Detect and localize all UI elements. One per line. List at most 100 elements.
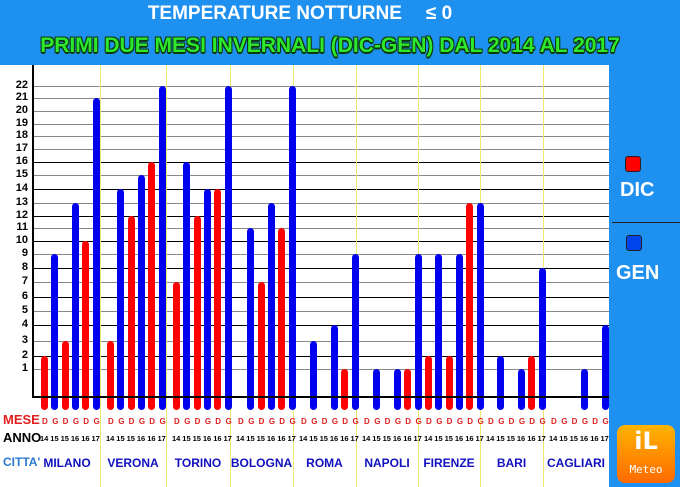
year-label: 16 bbox=[147, 434, 156, 443]
year-label: 15 bbox=[569, 434, 578, 443]
year-label: 16 bbox=[392, 434, 402, 443]
year-label: 17 bbox=[600, 434, 609, 443]
bar-torino-D2 bbox=[193, 216, 201, 410]
year-label: 15 bbox=[60, 434, 69, 443]
y-tick-label: 8 bbox=[21, 261, 28, 273]
year-label: 16 bbox=[202, 434, 212, 443]
month-label: G bbox=[52, 417, 59, 426]
month-label: D bbox=[194, 417, 201, 426]
month-label: D bbox=[488, 417, 494, 426]
y-tick-label: 7 bbox=[21, 275, 28, 287]
year-label: 14 bbox=[172, 434, 181, 443]
city-label-milano: MILANO bbox=[43, 456, 91, 470]
year-label: 14 bbox=[106, 434, 115, 443]
year-label: 15 bbox=[182, 434, 191, 443]
year-label: 17 bbox=[223, 434, 232, 443]
month-label: G bbox=[289, 417, 296, 426]
bar-torino-G3 bbox=[203, 189, 211, 410]
year-label: 15 bbox=[192, 434, 201, 443]
month-label: G bbox=[539, 417, 546, 426]
bar-napoli-G3 bbox=[393, 369, 401, 410]
legend-label-gen: GEN bbox=[616, 262, 660, 284]
bar-firenze-D0 bbox=[425, 356, 432, 410]
city-label-napoli: NAPOLI bbox=[364, 456, 410, 470]
month-label: D bbox=[301, 417, 307, 426]
month-label: G bbox=[518, 417, 526, 426]
year-label: 16 bbox=[454, 434, 464, 443]
bar-firenze-D4 bbox=[466, 203, 474, 410]
bar-milano-D0 bbox=[41, 356, 48, 410]
month-label: G bbox=[581, 417, 589, 426]
year-label: 16 bbox=[136, 434, 146, 443]
year-label: 14 bbox=[362, 434, 371, 443]
y-tick-label: 19 bbox=[15, 117, 28, 129]
month-label: D bbox=[364, 417, 370, 426]
year-label: 17 bbox=[287, 434, 296, 443]
bar-bari-G1 bbox=[497, 356, 505, 410]
bar-verona-D2 bbox=[127, 216, 135, 410]
bar-bologna-D2 bbox=[257, 282, 265, 410]
bar-milano-G1 bbox=[51, 254, 59, 410]
month-label: D bbox=[321, 417, 328, 426]
year-label: 16 bbox=[329, 434, 339, 443]
month-label: G bbox=[72, 417, 80, 426]
logo-il-text: iL bbox=[634, 427, 658, 455]
x-axis bbox=[32, 396, 609, 398]
year-label: 15 bbox=[559, 434, 568, 443]
y-tick-label: 20 bbox=[15, 104, 28, 116]
month-label: G bbox=[248, 417, 255, 426]
y-tick-label: 12 bbox=[15, 209, 28, 221]
city-separator bbox=[166, 65, 167, 487]
month-label: G bbox=[93, 417, 100, 426]
year-label: 16 bbox=[403, 434, 412, 443]
year-label: 15 bbox=[444, 434, 453, 443]
plot-area bbox=[0, 65, 609, 487]
month-label: D bbox=[467, 417, 473, 426]
row-label-citta: CITTA' bbox=[3, 455, 41, 469]
year-label: 15 bbox=[506, 434, 515, 443]
y-tick-label: 21 bbox=[15, 91, 28, 103]
city-label-firenze: FIRENZE bbox=[423, 456, 475, 470]
bar-torino-D4 bbox=[214, 189, 222, 410]
title-symbol: ≤ 0 bbox=[425, 3, 453, 24]
logo-meteo-text: Meteo bbox=[629, 463, 663, 476]
bar-verona-G5 bbox=[158, 86, 166, 410]
bar-roma-D4 bbox=[341, 369, 349, 410]
bar-torino-G5 bbox=[224, 86, 232, 410]
bar-milano-D4 bbox=[82, 241, 90, 410]
gridline bbox=[34, 149, 609, 150]
month-label: D bbox=[571, 417, 578, 426]
year-label: 17 bbox=[537, 434, 546, 443]
month-label: D bbox=[384, 417, 391, 426]
month-label: G bbox=[184, 417, 191, 426]
y-tick-label: 17 bbox=[15, 142, 28, 154]
year-label: 14 bbox=[486, 434, 495, 443]
year-label: 15 bbox=[126, 434, 135, 443]
gridline bbox=[34, 369, 609, 370]
bar-roma-G5 bbox=[351, 254, 359, 410]
month-label: D bbox=[83, 417, 89, 426]
month-label: D bbox=[426, 417, 432, 426]
month-label: G bbox=[394, 417, 402, 426]
y-tick-label: 13 bbox=[15, 196, 28, 208]
month-label: D bbox=[62, 417, 69, 426]
ilmeteo-logo: iL Meteo bbox=[617, 425, 675, 483]
gridline bbox=[34, 111, 609, 112]
gridline bbox=[34, 136, 609, 137]
year-label: 14 bbox=[40, 434, 49, 443]
legend: DIC GEN bbox=[612, 65, 680, 487]
bar-milano-G5 bbox=[92, 98, 100, 410]
gridline bbox=[34, 254, 609, 255]
city-label-cagliari: CAGLIARI bbox=[547, 456, 605, 470]
gridline bbox=[34, 162, 609, 163]
month-label: G bbox=[498, 417, 505, 426]
year-label: 15 bbox=[116, 434, 125, 443]
year-label: 17 bbox=[413, 434, 422, 443]
year-label: 15 bbox=[382, 434, 391, 443]
bar-verona-G3 bbox=[137, 175, 145, 410]
title-text: TEMPERATURE NOTTURNE bbox=[147, 3, 402, 24]
y-tick-label: 10 bbox=[15, 234, 28, 246]
year-label: 15 bbox=[309, 434, 318, 443]
bar-firenze-D2 bbox=[445, 356, 453, 410]
month-label: G bbox=[477, 417, 484, 426]
